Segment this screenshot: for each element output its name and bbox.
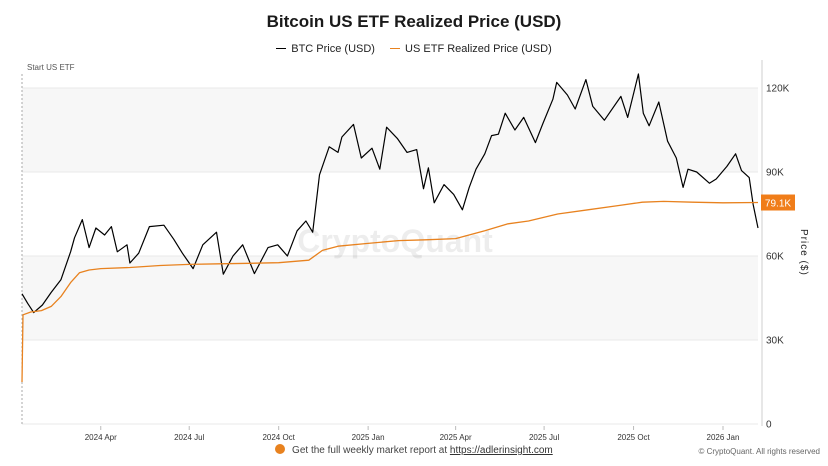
etf-realized-price-line <box>21 200 759 383</box>
legend-label-etf: US ETF Realized Price (USD) <box>405 42 552 55</box>
legend-swatch-etf <box>390 48 401 49</box>
x-tick-label: 2025 Oct <box>617 433 650 442</box>
x-tick-label: 2024 Jul <box>174 433 204 442</box>
series-group <box>21 73 759 383</box>
y-axis-title: Price ($) <box>798 229 809 276</box>
y-tick-label: 60K <box>766 252 784 263</box>
chart-legend: BTC Price (USD) US ETF Realized Price (U… <box>0 40 828 55</box>
footer-text: Get the full weekly market report at <box>292 445 448 456</box>
etf-start-label: Start US ETF <box>27 63 75 72</box>
x-tick-label: 2024 Oct <box>262 433 295 442</box>
legend-label-btc: BTC Price (USD) <box>291 42 375 55</box>
last-value-text: 79.1K <box>765 199 791 210</box>
y-tick-label: 90K <box>766 168 784 179</box>
report-dot-icon <box>275 444 286 454</box>
x-tick-label: 2025 Jul <box>529 433 559 442</box>
legend-item-btc[interactable]: BTC Price (USD) <box>276 43 375 55</box>
last-value-box <box>761 194 795 211</box>
x-tick-label: 2024 Apr <box>85 433 117 442</box>
legend-item-etf[interactable]: US ETF Realized Price (USD) <box>390 43 552 55</box>
chart-title: Bitcoin US ETF Realized Price (USD) <box>266 12 562 31</box>
background-bands <box>22 88 758 340</box>
x-tick-label: 2026 Jan <box>707 433 740 442</box>
copyright: © CryptoQuant. All rights reserved <box>698 447 821 456</box>
x-tick-label: 2025 Apr <box>440 433 472 442</box>
last-value-marker: 79.1K <box>761 194 795 211</box>
y-tick-label: 0 <box>766 420 772 431</box>
legend-swatch-btc <box>276 48 287 49</box>
band-1 <box>22 256 758 340</box>
x-tick-label: 2025 Jan <box>352 433 385 442</box>
y-tick-label: 120K <box>766 84 790 95</box>
footer-link[interactable]: https://adlerinsight.com <box>449 445 553 456</box>
y-axis-ticks: 0 30K 60K 90K 120K <box>766 84 790 431</box>
footer: Get the full weekly market report at htt… <box>0 444 828 456</box>
btc-price-line <box>21 73 759 314</box>
x-axis-ticks: 2024 Apr 2024 Jul 2024 Oct 2025 Jan 2025 Apr… <box>85 426 740 442</box>
y-tick-label: 30K <box>766 336 784 347</box>
